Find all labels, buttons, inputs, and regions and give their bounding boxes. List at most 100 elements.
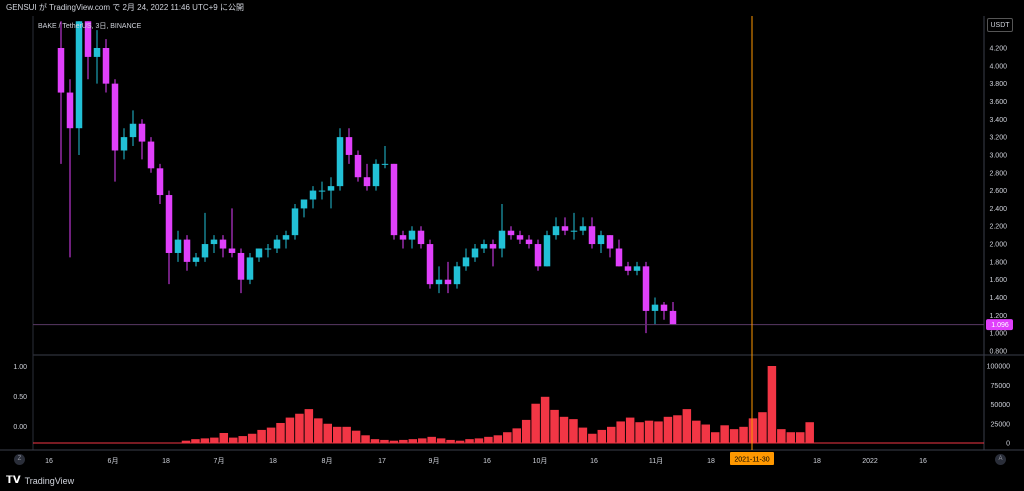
volume-bar[interactable] [644, 420, 654, 443]
candle[interactable] [489, 239, 497, 267]
tradingview-logo[interactable]: 𝗧𝗩 TradingView [6, 471, 74, 491]
volume-bar[interactable] [332, 426, 342, 443]
candle[interactable] [363, 163, 371, 191]
candle[interactable] [183, 235, 191, 271]
candle[interactable] [408, 226, 416, 249]
candle[interactable] [255, 248, 263, 262]
volume-bar[interactable] [408, 439, 418, 443]
volume-bar[interactable] [465, 439, 474, 443]
volume-bar[interactable] [304, 409, 314, 443]
candle[interactable] [111, 79, 119, 182]
candle[interactable] [147, 137, 155, 173]
candle[interactable] [318, 181, 326, 200]
candle[interactable] [417, 226, 425, 249]
volume-bar[interactable] [436, 438, 446, 443]
volume-bar[interactable] [370, 439, 380, 443]
candle[interactable] [633, 261, 641, 276]
candle[interactable] [75, 21, 83, 155]
candle[interactable] [291, 203, 299, 240]
volume-bar[interactable] [796, 432, 805, 443]
volume-bar[interactable] [266, 427, 276, 443]
volume-bar[interactable] [710, 432, 720, 443]
volume-bar[interactable] [474, 438, 484, 443]
volume-bar[interactable] [521, 419, 531, 443]
candle[interactable] [615, 239, 623, 267]
volume-bar[interactable] [701, 424, 711, 443]
volume-bar[interactable] [493, 435, 503, 443]
candle[interactable] [570, 212, 578, 240]
candle[interactable] [624, 261, 632, 276]
candle[interactable] [525, 235, 533, 249]
candle[interactable] [345, 128, 353, 164]
volume-bar[interactable] [238, 436, 247, 443]
volume-bar[interactable] [654, 421, 663, 443]
volume-bar[interactable] [314, 418, 323, 443]
candle[interactable] [120, 128, 128, 160]
volume-bar[interactable] [342, 426, 351, 443]
currency-unit-badge[interactable]: USDT [987, 18, 1013, 32]
volume-bar[interactable] [739, 426, 748, 443]
volume-bar[interactable] [427, 436, 436, 443]
auto-scale-button[interactable]: A [995, 454, 1006, 465]
candle[interactable] [381, 146, 389, 169]
candle[interactable] [453, 261, 461, 289]
volume-bar[interactable] [181, 440, 191, 443]
candle[interactable] [552, 217, 560, 240]
candle[interactable] [210, 235, 218, 253]
volume-bar[interactable] [323, 423, 333, 443]
candle[interactable] [57, 21, 65, 164]
candle[interactable] [471, 244, 479, 262]
volume-bar[interactable] [295, 413, 304, 443]
candle[interactable] [201, 212, 209, 262]
volume-bar[interactable] [682, 409, 692, 443]
candle[interactable] [156, 163, 164, 204]
candle[interactable] [642, 261, 650, 334]
volume-bar[interactable] [351, 430, 361, 443]
candle[interactable] [354, 150, 362, 182]
volume-bar[interactable] [625, 417, 635, 443]
candle[interactable] [462, 248, 470, 271]
candle[interactable] [84, 21, 92, 80]
volume-bar[interactable] [758, 412, 767, 443]
candle[interactable] [534, 239, 542, 271]
candle[interactable] [327, 177, 335, 209]
volume-bar[interactable] [285, 417, 295, 443]
volume-bar[interactable] [361, 435, 370, 443]
candle[interactable] [480, 239, 488, 253]
volume-bar[interactable] [200, 438, 210, 443]
volume-bar[interactable] [380, 439, 389, 443]
candle[interactable] [606, 235, 614, 258]
volume-bar[interactable] [219, 432, 229, 443]
candle[interactable] [264, 244, 272, 258]
candle[interactable] [129, 110, 137, 147]
candle[interactable] [66, 79, 74, 258]
candle[interactable] [543, 230, 551, 267]
candle[interactable] [192, 252, 200, 267]
candle[interactable] [174, 230, 182, 262]
volume-bar[interactable] [191, 439, 200, 443]
candle[interactable] [300, 199, 308, 218]
candle[interactable] [399, 230, 407, 249]
candle[interactable] [246, 252, 254, 285]
volume-bar[interactable] [503, 432, 512, 443]
candle[interactable] [237, 248, 245, 294]
volume-bar[interactable] [484, 436, 493, 443]
candle[interactable] [138, 119, 146, 160]
volume-bar[interactable] [777, 429, 786, 443]
volume-bar[interactable] [597, 429, 607, 443]
candle[interactable] [651, 297, 659, 325]
candle[interactable] [597, 230, 605, 253]
candle[interactable] [516, 230, 524, 245]
volume-bar[interactable] [616, 421, 625, 443]
volume-bar[interactable] [540, 396, 550, 443]
volume-bar[interactable] [418, 438, 427, 443]
volume-bar[interactable] [399, 439, 408, 443]
candle[interactable] [579, 217, 587, 236]
volume-bar[interactable] [550, 409, 559, 443]
volume-bar[interactable] [446, 439, 455, 443]
zoom-reset-button[interactable]: Z [14, 454, 25, 465]
volume-bar[interactable] [578, 427, 588, 443]
candle[interactable] [273, 235, 281, 253]
volume-bar[interactable] [276, 422, 285, 443]
